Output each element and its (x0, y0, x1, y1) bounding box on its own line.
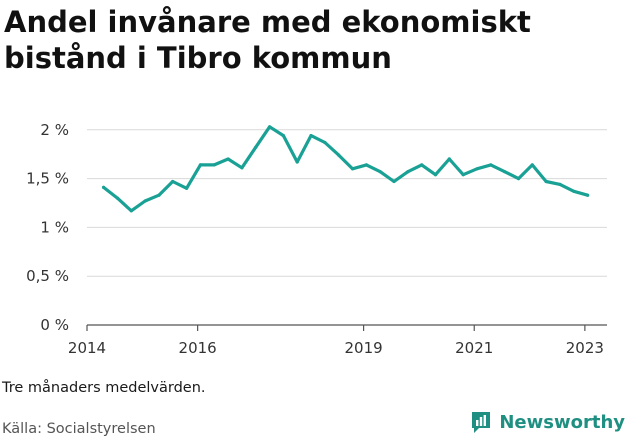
data-point (530, 163, 534, 167)
data-point (350, 167, 355, 171)
data-point (295, 160, 299, 164)
x-tick-label: 2019 (345, 339, 383, 357)
data-point (544, 179, 548, 184)
line-chart: 0 % 0,5 % 1 % 1,5 % 2 % 2014 2016 2019 2021 2023 (26, 121, 607, 357)
brand-name: Newsworthy (499, 411, 625, 433)
x-tick-label: 2023 (566, 339, 604, 357)
data-point (185, 186, 189, 190)
data-point (143, 199, 147, 203)
data-point (281, 134, 285, 138)
y-tick-label: 0,5 % (26, 267, 69, 285)
data-point (572, 189, 576, 193)
data-point (516, 177, 521, 181)
data-point (406, 170, 410, 174)
data-point (475, 167, 479, 171)
data-point (115, 196, 119, 200)
y-tick-label: 1,5 % (26, 170, 69, 188)
data-point (171, 179, 175, 184)
data-point (586, 193, 590, 197)
x-tick-label: 2021 (455, 339, 493, 357)
bar-chart-icon (472, 412, 491, 433)
x-axis: 2014 2016 2019 2021 2023 (68, 324, 607, 357)
data-point (558, 182, 562, 186)
chart-note: Tre månaders medelvärden. (2, 380, 206, 396)
y-tick-label: 2 % (40, 121, 69, 139)
series (101, 125, 590, 213)
y-tick-label: 0 % (40, 316, 69, 334)
data-point (489, 163, 493, 167)
data-point (212, 163, 216, 167)
data-point (364, 163, 368, 167)
x-tick-label: 2016 (179, 339, 217, 357)
data-point (240, 166, 244, 170)
data-point (420, 163, 424, 167)
data-point (378, 170, 382, 174)
data-point (447, 157, 451, 161)
x-tick-label: 2014 (68, 339, 106, 357)
data-point (392, 179, 396, 184)
series-line (101, 125, 590, 213)
data-point (433, 173, 438, 177)
data-point (157, 193, 161, 197)
data-point (198, 163, 202, 167)
data-point (503, 170, 507, 174)
y-tick-label: 1 % (40, 218, 69, 236)
data-point (337, 153, 341, 157)
data-point (461, 173, 465, 177)
data-point (129, 209, 133, 213)
data-point (268, 125, 272, 129)
data-point (309, 134, 313, 138)
data-point (254, 145, 258, 149)
data-point (323, 140, 327, 145)
y-axis: 0 % 0,5 % 1 % 1,5 % 2 % (26, 121, 69, 334)
chart-title: Andel invånare med ekonomiskt bistånd i … (4, 5, 531, 75)
grid (87, 129, 607, 277)
brand-logo: Newsworthy (470, 410, 625, 434)
data-point (102, 185, 106, 189)
source-text: Källa: Socialstyrelsen (2, 421, 156, 437)
data-point (226, 157, 230, 161)
